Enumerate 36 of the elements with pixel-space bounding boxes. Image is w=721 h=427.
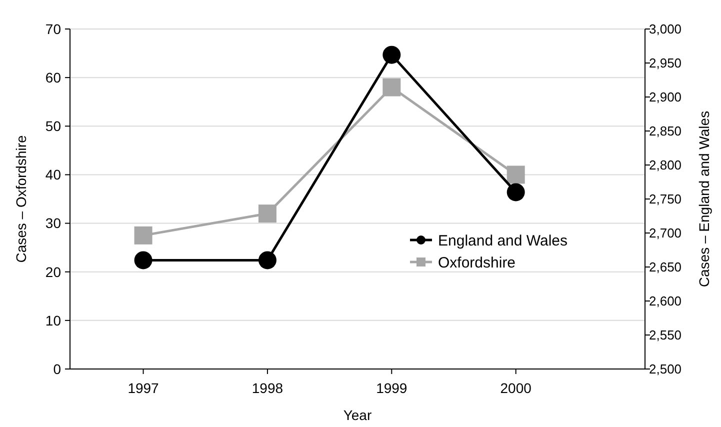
y-tick-label: 40 bbox=[45, 166, 62, 183]
x-tick-label: 1997 bbox=[128, 380, 160, 396]
point bbox=[382, 46, 401, 64]
point bbox=[382, 78, 401, 96]
y2-tick-label: 2,800 bbox=[649, 158, 682, 173]
y-tick-label: 70 bbox=[45, 20, 62, 37]
y2-tick-label: 2,700 bbox=[649, 226, 682, 241]
y2-tick-label: 2,950 bbox=[649, 56, 682, 71]
y-tick-label: 60 bbox=[45, 69, 62, 86]
y-tick-label: 30 bbox=[45, 215, 62, 232]
legend-label: Oxfordshire bbox=[438, 254, 516, 272]
x-axis-title: Year bbox=[343, 407, 372, 423]
point bbox=[134, 226, 152, 244]
y-tick-label: 50 bbox=[45, 118, 62, 134]
y-axis-title: Cases – Oxfordshire bbox=[13, 134, 29, 263]
point bbox=[134, 251, 152, 270]
y2-tick-label: 2,750 bbox=[649, 192, 682, 207]
point bbox=[506, 166, 525, 184]
x-tick-label: 1998 bbox=[252, 380, 284, 396]
y2-axis-title: Cases – England and Wales bbox=[696, 110, 712, 288]
y-tick-label: 10 bbox=[45, 312, 62, 328]
legend-label: England and Wales bbox=[438, 232, 568, 250]
y-tick-label: 20 bbox=[45, 264, 62, 280]
y2-tick-label: 2,600 bbox=[649, 294, 682, 309]
y2-tick-label: 2,650 bbox=[649, 260, 682, 275]
point bbox=[258, 204, 276, 223]
y2-tick-label: 2,900 bbox=[649, 90, 682, 105]
point bbox=[258, 251, 276, 270]
y2-tick-label: 3,000 bbox=[649, 22, 682, 37]
y-tick-label: 0 bbox=[53, 360, 62, 377]
x-tick-label: 1999 bbox=[376, 380, 408, 396]
point bbox=[506, 183, 525, 202]
y2-tick-label: 2,550 bbox=[649, 328, 682, 343]
y2-tick-label: 2,850 bbox=[649, 124, 682, 139]
y2-tick-label: 2,500 bbox=[649, 362, 682, 377]
x-tick-label: 2000 bbox=[500, 380, 532, 396]
